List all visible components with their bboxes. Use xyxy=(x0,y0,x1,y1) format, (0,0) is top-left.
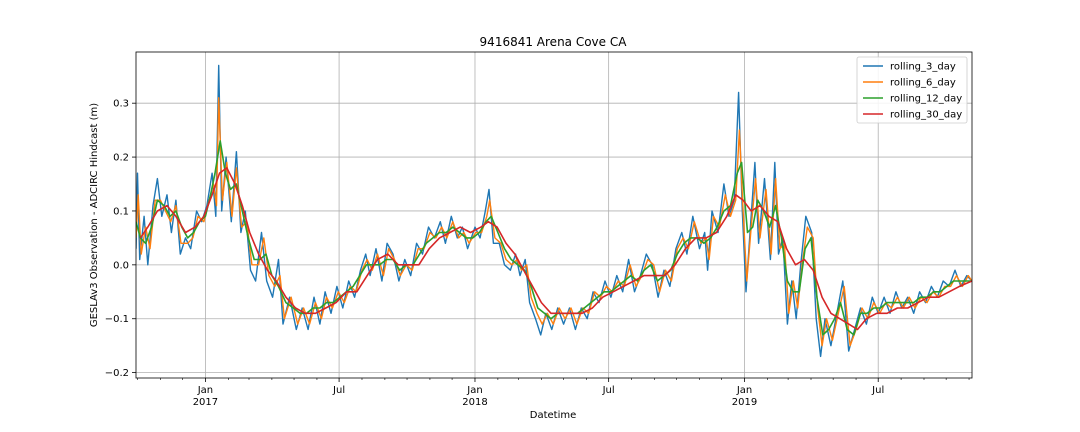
chart-title: 9416841 Arena Cove CA xyxy=(480,35,628,49)
series-line-rolling-3-day xyxy=(136,64,972,358)
x-tick-label: Jan xyxy=(736,385,752,396)
plot-area xyxy=(136,64,972,358)
x-axis-label: Datetime xyxy=(530,410,577,421)
y-tick-label: 0.1 xyxy=(113,206,129,217)
series-layer xyxy=(136,64,972,358)
x-tick-year-label: 2017 xyxy=(193,397,218,408)
legend: rolling_3_day rolling_6_day rolling_12_day… xyxy=(856,56,968,124)
y-tick-label: 0.2 xyxy=(113,153,129,164)
y-tick-label: 0.0 xyxy=(113,260,129,271)
x-tick-label: Jan xyxy=(466,385,482,396)
series-line-rolling-6-day xyxy=(136,97,972,347)
grid-lines xyxy=(136,52,972,378)
legend-label: rolling_3_day xyxy=(890,62,956,73)
x-tick-label: Jul xyxy=(602,385,615,396)
series-line-rolling-30-day xyxy=(139,167,972,331)
legend-label: rolling_6_day xyxy=(890,78,956,89)
x-tick-year-label: 2019 xyxy=(732,397,757,408)
series-line-rolling-12-day xyxy=(136,140,972,336)
y-tick-label: 0.3 xyxy=(113,99,129,110)
x-tick-label: Jan xyxy=(197,385,213,396)
legend-label: rolling_12_day xyxy=(890,94,962,105)
x-tick-label: Jul xyxy=(332,385,345,396)
y-axis-label: GESLAv3 Observation - ADCIRC Hindcast (m… xyxy=(89,103,100,327)
y-tick-label: −0.2 xyxy=(105,368,129,379)
x-tick-label: Jul xyxy=(871,385,884,396)
x-tick-year-label: 2018 xyxy=(462,397,487,408)
y-axis-ticks: −0.2 −0.1 0.0 0.1 0.2 0.3 xyxy=(105,99,136,379)
plot-frame xyxy=(135,51,973,379)
legend-box xyxy=(856,56,968,124)
y-tick-label: −0.1 xyxy=(105,314,129,325)
legend-label: rolling_30_day xyxy=(890,110,962,121)
